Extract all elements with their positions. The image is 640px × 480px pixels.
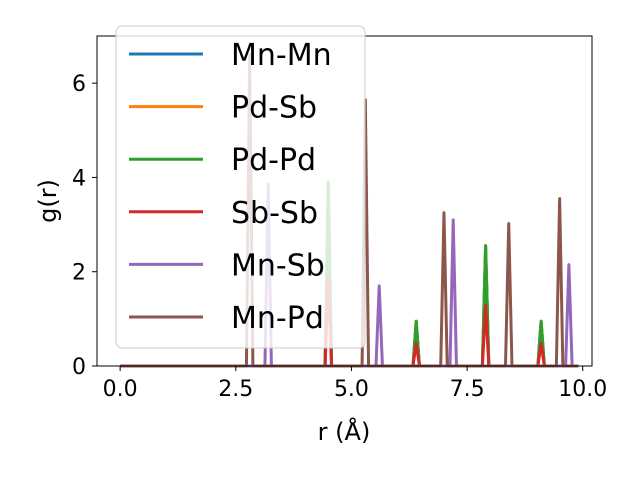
- x-tick-label: 5.0: [334, 377, 369, 402]
- x-tick-label: 2.5: [218, 377, 253, 402]
- x-tick-label: 10.0: [558, 377, 607, 402]
- x-tick-label: 0.0: [103, 377, 138, 402]
- legend-label: Pd-Sb: [231, 91, 317, 126]
- x-tick-label: 7.5: [450, 377, 485, 402]
- legend-label: Mn-Pd: [231, 301, 324, 336]
- y-tick-label: 4: [72, 166, 86, 191]
- legend-box: [115, 25, 366, 349]
- legend-label: Sb-Sb: [231, 196, 318, 231]
- legend-label: Mn-Sb: [231, 248, 325, 283]
- y-axis-title: g(r): [34, 179, 62, 223]
- x-axis: 0.0 2.5 5.0 7.5 10.0: [103, 366, 607, 402]
- y-axis: 0 2 4 6: [72, 72, 97, 380]
- x-axis-title: r (Å): [318, 417, 371, 446]
- legend-label: Mn-Mn: [231, 38, 332, 73]
- legend: Mn-Mn Pd-Sb Pd-Pd Sb-Sb Mn-Sb Mn-Pd: [115, 25, 366, 349]
- y-tick-label: 2: [72, 261, 86, 286]
- y-tick-label: 0: [72, 355, 86, 380]
- y-tick-label: 6: [72, 72, 86, 97]
- legend-label: Pd-Pd: [231, 143, 316, 178]
